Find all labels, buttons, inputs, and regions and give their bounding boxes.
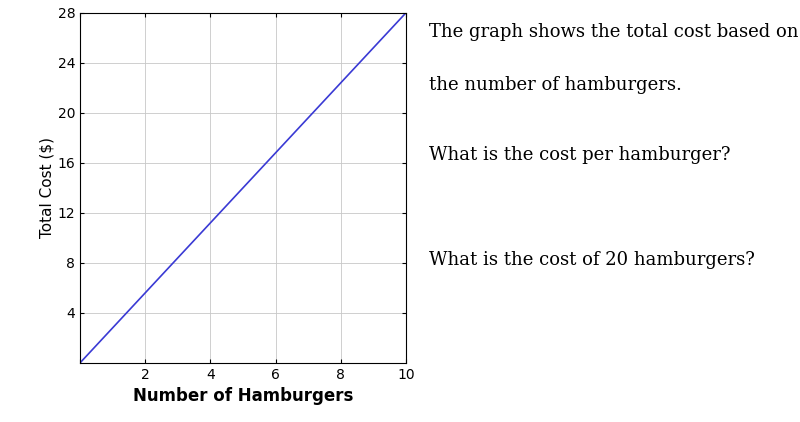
Text: The graph shows the total cost based on: The graph shows the total cost based on xyxy=(429,23,798,41)
Y-axis label: Total Cost ($): Total Cost ($) xyxy=(40,137,54,238)
Text: What is the cost of 20 hamburgers?: What is the cost of 20 hamburgers? xyxy=(429,251,754,269)
Text: the number of hamburgers.: the number of hamburgers. xyxy=(429,76,682,94)
Text: What is the cost per hamburger?: What is the cost per hamburger? xyxy=(429,146,730,164)
X-axis label: Number of Hamburgers: Number of Hamburgers xyxy=(133,387,354,406)
